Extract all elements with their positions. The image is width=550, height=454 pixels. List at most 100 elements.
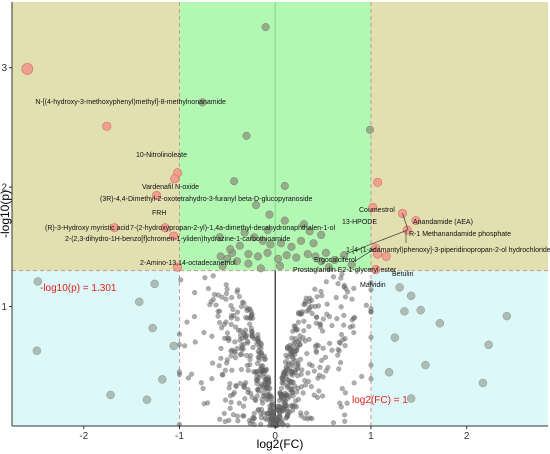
cloud-point [244,362,250,369]
point-label: Prostaglandin E2-1-glyceryl ester [293,267,397,274]
cloud-point [292,339,298,346]
point-label: R-1 Methanandamide phosphate [409,231,511,238]
cloud-point [223,296,229,302]
x-axis-title: log2(FC) [257,437,304,451]
cloud-point [235,418,241,424]
cloud-point [209,333,215,339]
cloud-point [234,316,240,322]
y-tick-label: 1 [1,302,7,313]
cloud-point [318,288,324,295]
cloud-point [239,335,245,342]
significant-point [253,252,263,261]
cloud-point [309,310,315,317]
nonsignificant-point [142,395,152,404]
cloud-point [316,372,323,378]
cloud-point [285,422,291,429]
significant-point [305,227,314,236]
cloud-point [323,279,329,285]
y-axis-title: -log10(p) [0,190,12,238]
cloud-point [350,323,356,329]
fc-threshold-label: log2(FC) = 1 [352,395,408,406]
nonsignificant-point [135,297,144,307]
significant-point [297,236,306,245]
cloud-point [229,294,235,301]
cloud-point [224,357,230,363]
nonsignificant-point [400,307,409,316]
cloud-point [335,352,341,358]
cloud-point [249,394,255,400]
cloud-point [289,335,295,341]
cloud-point [344,400,350,406]
significant-point [365,125,375,134]
point-label: Malvidin [360,282,386,289]
cloud-point [241,383,247,390]
nonsignificant-point [484,340,493,350]
cloud-point [232,355,239,361]
leader-line [402,213,409,231]
cloud-point [216,363,222,369]
nonsignificant-point [32,346,42,356]
cloud-point [220,372,226,378]
cloud-point [259,396,265,403]
cloud-point [341,322,347,328]
background-point-cloud [176,271,374,429]
cloud-point [221,321,227,328]
cloud-point [221,410,227,417]
cloud-point [218,355,224,361]
cloud-point [299,367,305,373]
point-label: (R)-3-Hydroxy myristic acid [45,225,130,232]
cloud-point [223,282,229,288]
cloud-point [306,361,312,367]
cloud-point [228,313,235,319]
nonsignificant-point [416,305,425,315]
cloud-point [349,296,355,302]
nonsignificant-point [406,291,416,301]
cloud-point [338,275,344,281]
cloud-point [235,287,241,293]
cloud-point [285,411,291,417]
nonsignificant-point [395,283,404,292]
axes: -2 -1 0 1 2 1 2 3 [1,2,548,442]
cloud-point [243,314,249,321]
leader-line [345,229,408,255]
cloud-point [313,348,319,354]
cloud-point [326,313,333,320]
point-label: Anandamide (AEA) [413,219,473,226]
cloud-point [342,336,348,342]
point-label: N-[(4-hydroxy-3-methoxyphenyl)methyl]-8-… [35,99,226,106]
cloud-point [351,380,357,386]
cloud-point [311,368,317,374]
cloud-point [304,410,310,416]
significant-point [250,233,259,242]
cloud-point [297,342,303,348]
cloud-point [329,322,335,329]
cloud-point [283,352,289,359]
cloud-point [351,285,357,292]
nonsignificant-point [148,323,157,333]
cloud-point [290,379,296,385]
cloud-point [213,302,219,308]
cloud-point [241,300,247,306]
point-label: FRH [152,210,166,217]
cloud-point [247,356,253,363]
cloud-point [335,346,341,353]
cloud-point [341,412,348,418]
cloud-point [192,339,198,345]
cloud-point [239,342,245,348]
cloud-point [368,287,374,293]
significant-point [265,210,274,219]
cloud-point [277,413,283,420]
cloud-point [241,330,247,336]
cloud-point [235,327,242,333]
cloud-point [202,275,208,281]
p-threshold-label: -log10(p) = 1.301 [40,283,117,294]
cloud-point [317,364,323,370]
highlighted-point [373,249,383,259]
significant-point [244,249,253,259]
nonsignificant-point [33,277,43,286]
highlighted-point [371,265,381,275]
cloud-point [275,403,281,409]
cloud-point [176,369,183,375]
cloud-point [230,412,236,418]
cloud-point [249,333,255,339]
